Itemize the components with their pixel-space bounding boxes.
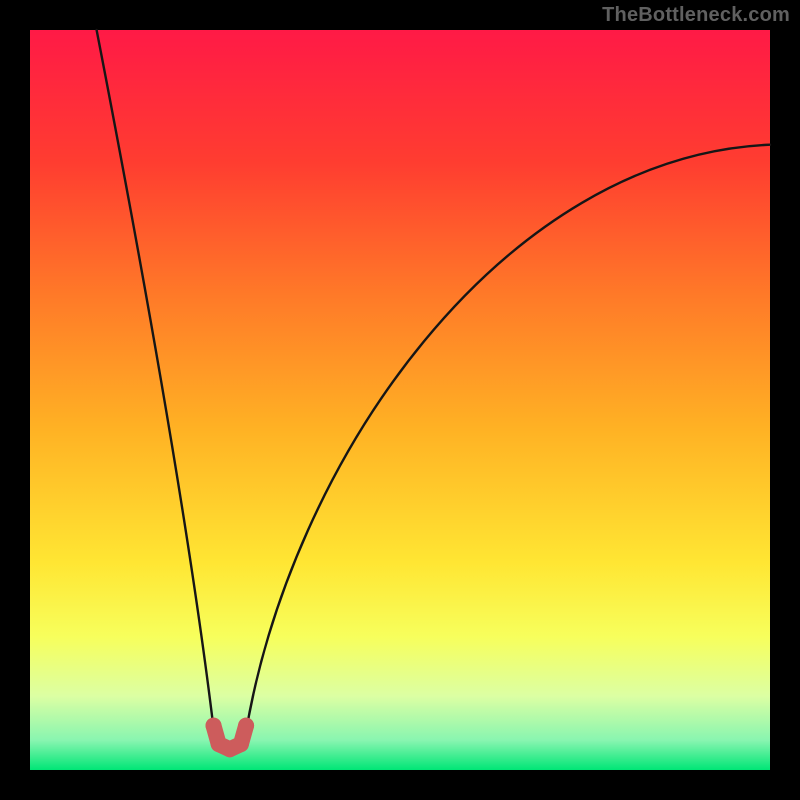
chart-container: TheBottleneck.com — [0, 0, 800, 800]
plot-gradient-background — [30, 30, 770, 770]
watermark-text: TheBottleneck.com — [602, 4, 790, 27]
chart-svg — [0, 0, 800, 800]
